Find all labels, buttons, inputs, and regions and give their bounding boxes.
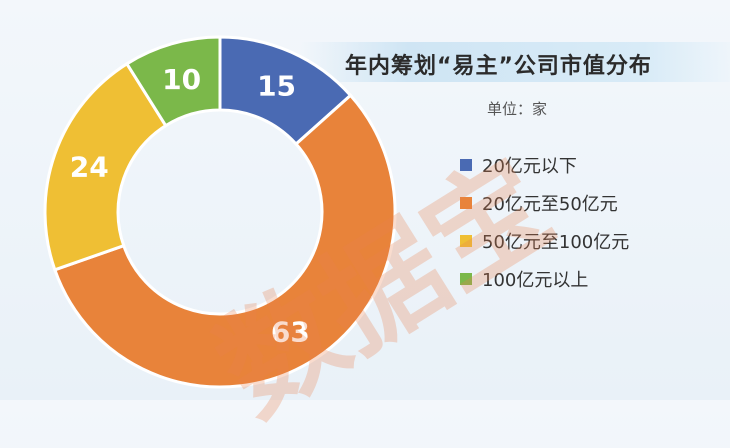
legend-item: 50亿元至100亿元	[460, 222, 629, 260]
legend-swatch	[460, 273, 472, 285]
legend-label: 50亿元至100亿元	[482, 232, 630, 253]
donut-slice	[43, 61, 168, 272]
data-label: 15	[257, 70, 296, 103]
legend-swatch	[460, 197, 472, 209]
data-label: 63	[271, 315, 310, 348]
legend-swatch	[460, 159, 472, 171]
legend-swatch	[460, 235, 472, 247]
legend-label: 100亿元以上	[482, 270, 589, 291]
legend-label: 20亿元以下	[482, 156, 577, 177]
legend-item: 100亿元以上	[460, 260, 629, 298]
legend-label: 20亿元至50亿元	[482, 194, 618, 215]
legend: 20亿元以下 20亿元至50亿元 50亿元至100亿元 100亿元以上	[460, 146, 629, 298]
title-band	[300, 42, 730, 82]
unit-label: 单位：家	[487, 100, 548, 118]
donut-slice	[52, 93, 397, 389]
data-label: 24	[70, 150, 109, 183]
legend-item: 20亿元以下	[460, 146, 629, 184]
legend-item: 20亿元至50亿元	[460, 184, 629, 222]
donut-chart: 15 63 24 10	[43, 35, 397, 389]
data-label: 10	[162, 63, 201, 96]
donut-slice	[124, 35, 222, 128]
chart-title: 年内筹划“易主”公司市值分布	[345, 54, 652, 79]
